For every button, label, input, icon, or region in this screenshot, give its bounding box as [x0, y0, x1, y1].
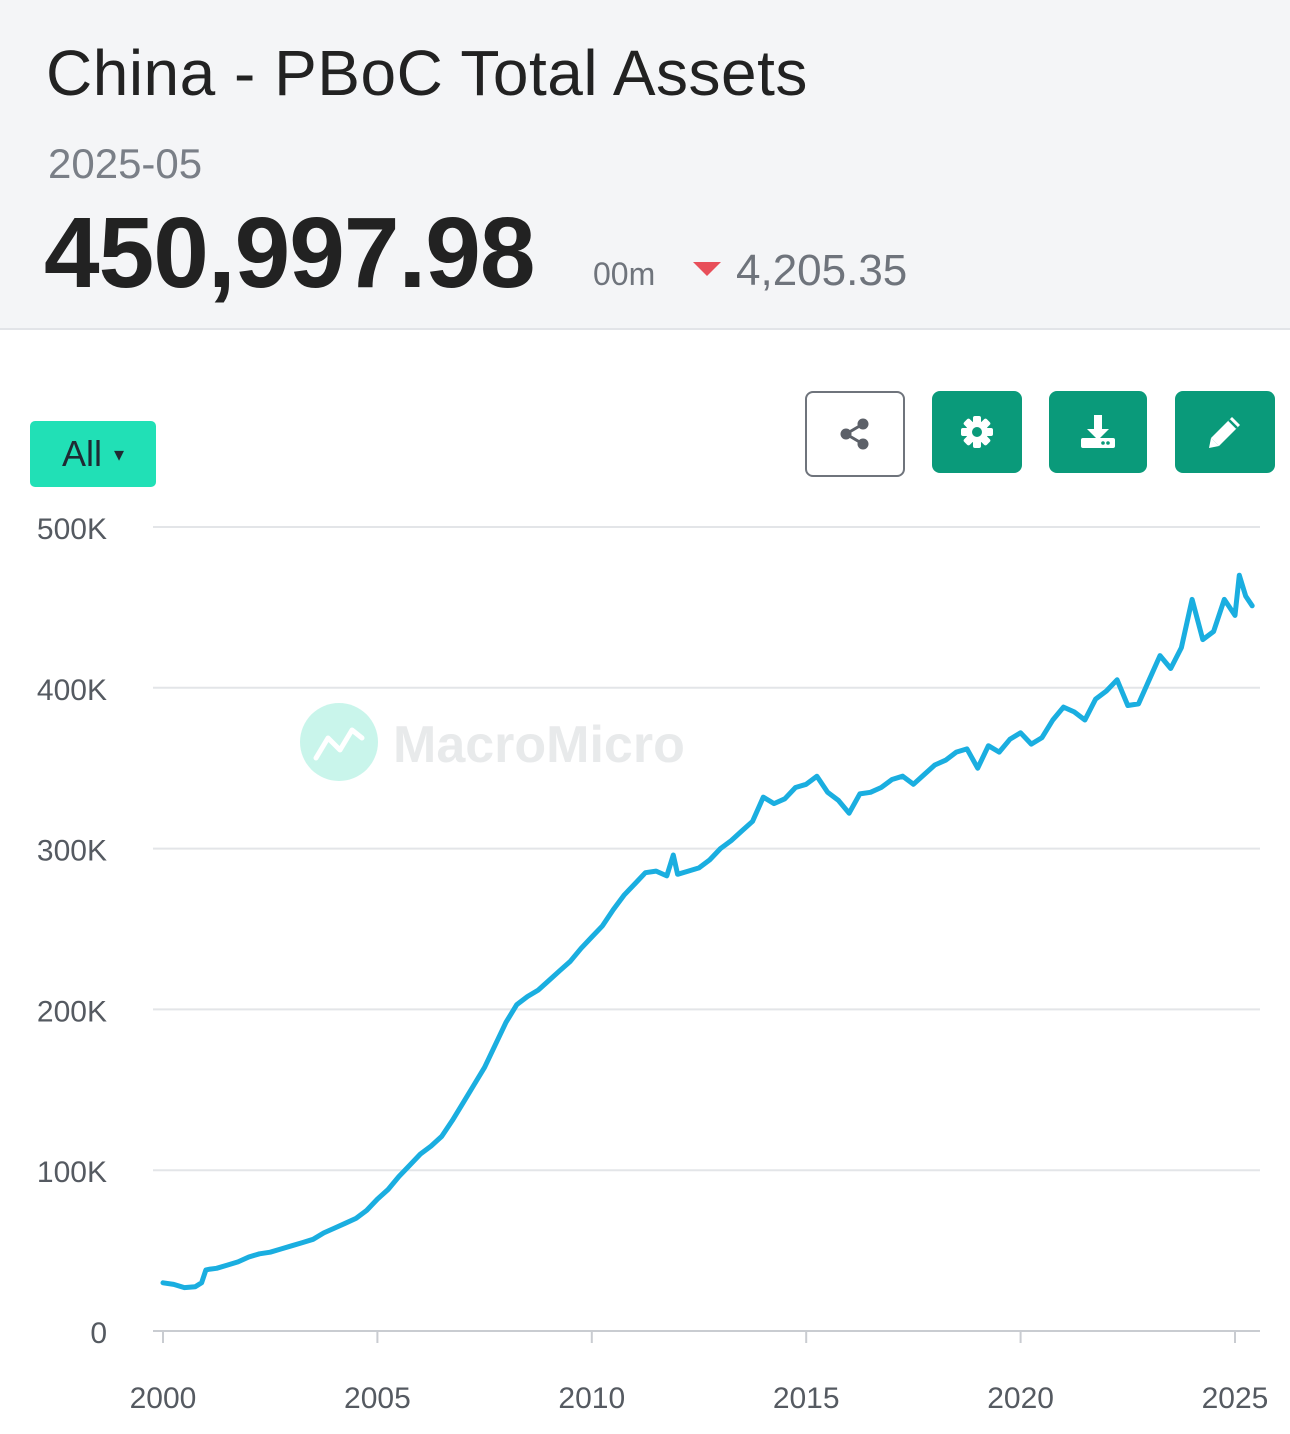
watermark-text: MacroMicro — [393, 716, 685, 774]
change-value: 4,205.35 — [736, 246, 908, 295]
x-tick-label: 2010 — [558, 1382, 625, 1415]
y-tick-label: 100K — [37, 1156, 107, 1189]
y-tick-label: 500K — [37, 513, 107, 546]
down-arrow-icon — [693, 262, 721, 276]
series-line — [160, 572, 1255, 1291]
download-button[interactable] — [1049, 391, 1147, 473]
gear-icon — [961, 416, 993, 448]
share-button[interactable] — [805, 391, 905, 477]
x-tick-label: 2020 — [987, 1382, 1054, 1415]
share-icon — [840, 418, 869, 450]
edit-button[interactable] — [1175, 391, 1275, 473]
value-unit: 00m — [593, 256, 656, 292]
pencil-icon — [1209, 417, 1240, 448]
range-dropdown-label: All — [61, 433, 102, 474]
watermark: MacroMicro — [300, 703, 685, 781]
download-icon — [1081, 415, 1115, 448]
y-tick-label: 0 — [90, 1317, 107, 1350]
range-dropdown[interactable]: All ▾ — [30, 421, 156, 487]
page-title: China - PBoC Total Assets — [46, 37, 808, 109]
settings-button[interactable] — [932, 391, 1022, 473]
y-tick-label: 300K — [37, 835, 107, 868]
latest-date: 2025-05 — [48, 140, 203, 187]
x-tick-label: 2005 — [344, 1382, 411, 1415]
x-tick-label: 2015 — [773, 1382, 840, 1415]
y-tick-label: 400K — [37, 674, 107, 707]
x-tick-label: 2025 — [1202, 1382, 1269, 1415]
latest-value: 450,997.98 — [44, 197, 535, 309]
y-tick-label: 200K — [37, 995, 107, 1028]
caret-down-icon: ▾ — [113, 443, 125, 466]
header: China - PBoC Total Assets 2025-05 450,99… — [0, 0, 1290, 330]
x-tick-label: 2000 — [130, 1382, 197, 1415]
